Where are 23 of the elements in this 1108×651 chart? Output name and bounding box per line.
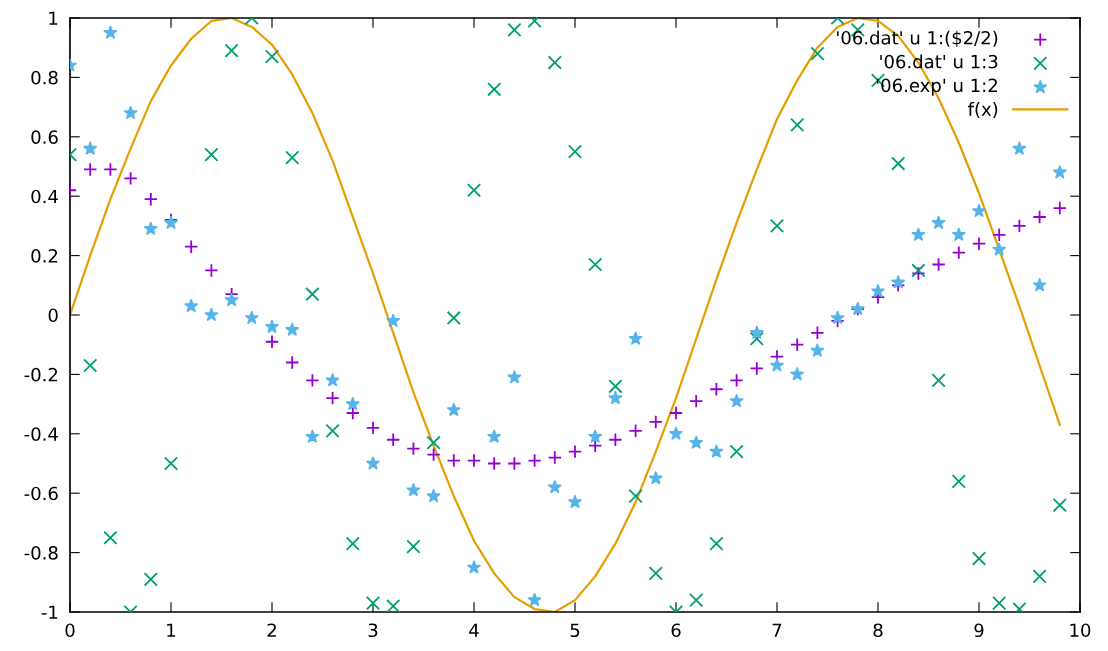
legend-label: f(x) bbox=[968, 102, 998, 119]
y-tick-label: -0.2 bbox=[24, 367, 58, 382]
x-tick-label: 9 bbox=[974, 623, 984, 638]
x-tick-label: 1 bbox=[167, 623, 176, 637]
y-tick-label: -0.4 bbox=[24, 427, 58, 441]
x-tick-label: 7 bbox=[772, 623, 782, 637]
x-tick-label: 0 bbox=[65, 623, 75, 638]
y-tick-label: 1 bbox=[49, 11, 58, 25]
x-tick-label: 10 bbox=[1070, 623, 1091, 638]
x-tick-label: 4 bbox=[469, 623, 479, 637]
y-tick-label: 0 bbox=[48, 308, 58, 323]
y-tick-label: -1 bbox=[41, 605, 58, 619]
y-tick-label: -0.8 bbox=[24, 546, 58, 560]
x-tick-label: 6 bbox=[671, 623, 681, 638]
y-tick-label: 0.6 bbox=[31, 130, 58, 144]
x-tick-label: 2 bbox=[267, 623, 276, 637]
x-tick-label: 3 bbox=[368, 623, 378, 638]
y-tick-label: 0.2 bbox=[31, 249, 58, 263]
y-tick-label: 0.8 bbox=[31, 70, 58, 85]
x-tick-label: 8 bbox=[873, 623, 883, 638]
y-tick-label: 0.4 bbox=[31, 189, 58, 204]
y-tick-label: -0.6 bbox=[24, 486, 58, 501]
x-tick-label: 5 bbox=[570, 623, 580, 638]
